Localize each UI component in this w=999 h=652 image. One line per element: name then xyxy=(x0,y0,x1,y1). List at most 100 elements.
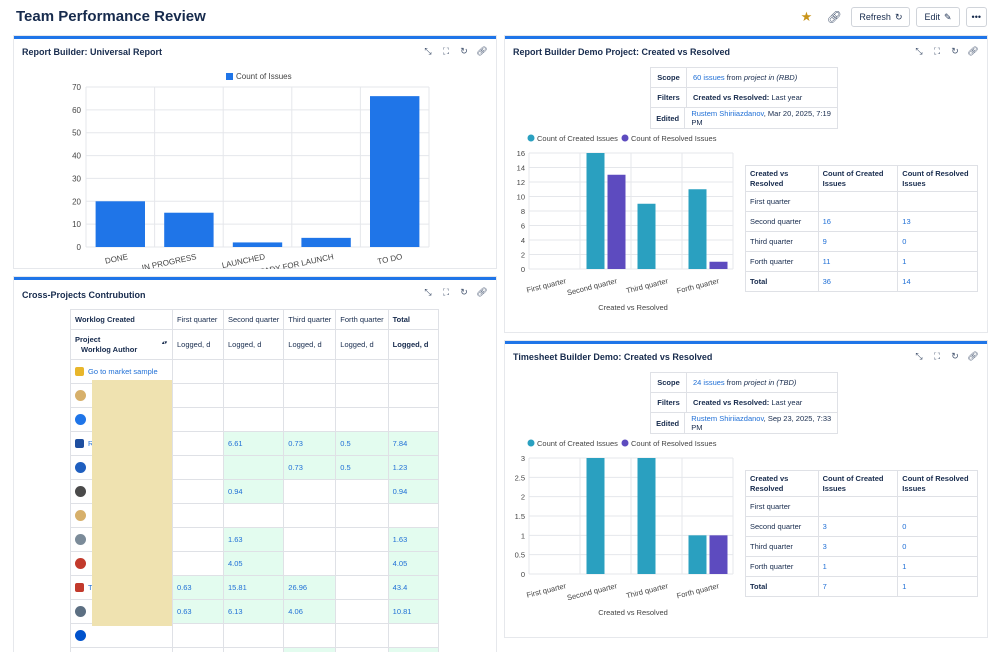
filters-period: Last year xyxy=(771,398,802,407)
project-icon xyxy=(75,367,84,376)
value-cell[interactable]: 0.5 xyxy=(336,456,388,480)
value-cell xyxy=(224,456,284,480)
minimize-icon[interactable]: ⤡ xyxy=(422,286,434,298)
fullscreen-icon[interactable]: ⛶ xyxy=(440,286,452,298)
value-cell xyxy=(388,504,438,528)
x-tick-label: Second quarter xyxy=(566,581,618,602)
table-cell: Forth quarter xyxy=(746,557,819,577)
value-cell xyxy=(284,624,336,648)
legend-label: Count of Resolved Issues xyxy=(631,134,717,143)
fullscreen-icon[interactable]: ⛶ xyxy=(931,45,943,57)
link-icon[interactable]: 🔗︎ xyxy=(823,7,845,27)
logged-header-cell: Logged, d xyxy=(388,330,438,360)
table-cell[interactable]: 3 xyxy=(818,517,898,537)
value-cell[interactable]: 43.4 xyxy=(388,576,438,600)
value-cell[interactable]: 15.81 xyxy=(224,576,284,600)
edited-user[interactable]: Rustem Shiriiazdanov xyxy=(691,109,763,118)
table-cell[interactable]: 1 xyxy=(818,557,898,577)
value-cell[interactable]: 26.96 xyxy=(284,576,336,600)
refresh-icon[interactable]: ↻ xyxy=(458,286,470,298)
bar xyxy=(96,201,145,247)
value-cell xyxy=(173,624,224,648)
value-cell xyxy=(284,528,336,552)
value-cell[interactable]: 10.81 xyxy=(388,600,438,624)
value-cell[interactable]: 0.94 xyxy=(388,480,438,504)
scope-link[interactable]: 24 issues xyxy=(693,378,725,387)
row-label[interactable] xyxy=(71,624,173,648)
table-header-cell: Count of Created Issues xyxy=(818,471,898,497)
value-cell[interactable]: 4.06 xyxy=(284,600,336,624)
table-cell[interactable]: 1 xyxy=(898,252,978,272)
row-label[interactable]: Ashley Flanagan xyxy=(71,648,173,652)
value-cell[interactable]: 0.94 xyxy=(224,480,284,504)
table-cell[interactable]: 16 xyxy=(818,212,898,232)
value-cell[interactable]: 0.63 xyxy=(173,576,224,600)
y-tick-label: 2 xyxy=(521,493,525,502)
table-cell[interactable]: 7 xyxy=(818,577,898,597)
y-tick-label: 0 xyxy=(521,265,525,274)
value-cell[interactable]: 6.61 xyxy=(224,432,284,456)
value-cell xyxy=(224,408,284,432)
table-cell[interactable]: 0 xyxy=(898,232,978,252)
value-cell[interactable]: 0.5 xyxy=(336,432,388,456)
link-icon[interactable]: 🔗︎ xyxy=(967,350,979,362)
y-tick-label: 1 xyxy=(521,531,525,540)
table-cell[interactable]: 36 xyxy=(818,272,898,292)
y-tick-label: 70 xyxy=(72,83,81,92)
table-cell[interactable]: 9 xyxy=(818,232,898,252)
value-cell[interactable]: 1.23 xyxy=(388,456,438,480)
value-cell xyxy=(388,384,438,408)
refresh-icon[interactable]: ↻ xyxy=(949,45,961,57)
value-cell[interactable]: 0.63 xyxy=(173,600,224,624)
star-icon[interactable]: ★ xyxy=(795,7,817,27)
value-cell[interactable]: 1.63 xyxy=(224,528,284,552)
x-tick-label: First quarter xyxy=(526,276,568,295)
value-cell[interactable]: 1.63 xyxy=(388,528,438,552)
value-cell[interactable]: 4.05 xyxy=(224,552,284,576)
value-cell[interactable]: 0.73 xyxy=(284,456,336,480)
link-icon[interactable]: 🔗︎ xyxy=(476,286,488,298)
table-cell[interactable]: 1 xyxy=(898,577,978,597)
bar xyxy=(689,535,707,574)
table-cell[interactable]: 11 xyxy=(818,252,898,272)
scope-from: from xyxy=(727,378,742,387)
more-actions-button[interactable]: ••• xyxy=(966,7,987,27)
scope-link[interactable]: 60 issues xyxy=(693,73,725,82)
sort-icon[interactable]: ▴▾ xyxy=(162,341,168,346)
value-cell xyxy=(388,408,438,432)
table-cell[interactable]: 13 xyxy=(898,212,978,232)
page-header: Team Performance Review ★ 🔗︎ Refresh↻ Ed… xyxy=(0,0,999,34)
x-tick-label: Second quarter xyxy=(566,276,618,297)
table-cell: Second quarter xyxy=(746,517,819,537)
table-cell[interactable]: 3 xyxy=(818,537,898,557)
value-cell[interactable]: 7.84 xyxy=(388,432,438,456)
value-cell xyxy=(284,408,336,432)
value-cell[interactable]: 4 xyxy=(388,648,438,652)
fullscreen-icon[interactable]: ⛶ xyxy=(931,350,943,362)
table-row: Ashley Flanagan 4 4 xyxy=(71,648,439,652)
table-cell: Total xyxy=(746,577,819,597)
filters-value: Created vs Resolved: xyxy=(693,93,769,102)
value-cell[interactable]: 0.73 xyxy=(284,432,336,456)
value-cell[interactable]: 4 xyxy=(284,648,336,652)
link-icon[interactable]: 🔗︎ xyxy=(967,45,979,57)
value-cell[interactable]: 4.05 xyxy=(388,552,438,576)
refresh-icon[interactable]: ↻ xyxy=(949,350,961,362)
table-cell[interactable]: 14 xyxy=(898,272,978,292)
edit-button[interactable]: Edit✎ xyxy=(916,7,959,27)
minimize-icon[interactable]: ⤡ xyxy=(913,45,925,57)
refresh-button[interactable]: Refresh↻ xyxy=(851,7,910,27)
table-cell[interactable]: 0 xyxy=(898,537,978,557)
table-cell[interactable]: 0 xyxy=(898,517,978,537)
value-cell[interactable]: 6.13 xyxy=(224,600,284,624)
table-cell[interactable]: 1 xyxy=(898,557,978,577)
edited-user[interactable]: Rustem Shiriiazdanov xyxy=(691,414,763,423)
bar xyxy=(608,175,626,269)
minimize-icon[interactable]: ⤡ xyxy=(913,350,925,362)
